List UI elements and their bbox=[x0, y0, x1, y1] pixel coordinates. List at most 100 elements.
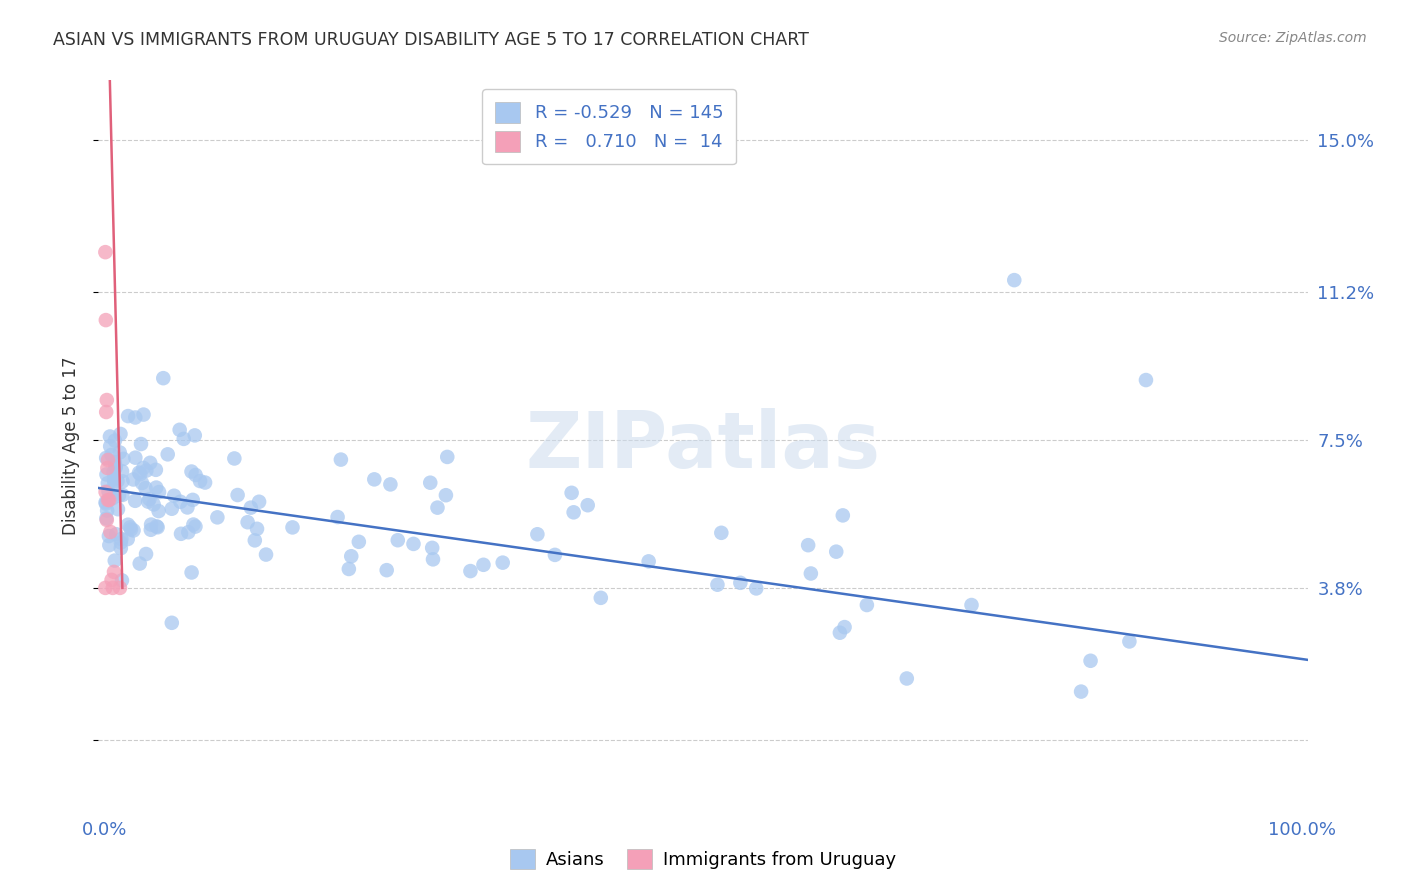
Point bbox=[98, 492, 121, 507]
Point bbox=[97, 492, 120, 507]
Legend: R = -0.529   N = 145, R =   0.710   N =  14: R = -0.529 N = 145, R = 0.710 N = 14 bbox=[482, 89, 735, 164]
Point bbox=[110, 426, 132, 441]
Point bbox=[730, 575, 752, 590]
Point bbox=[131, 475, 153, 490]
Text: ASIAN VS IMMIGRANTS FROM URUGUAY DISABILITY AGE 5 TO 17 CORRELATION CHART: ASIAN VS IMMIGRANTS FROM URUGUAY DISABIL… bbox=[53, 31, 810, 49]
Point bbox=[544, 548, 567, 562]
Point bbox=[1080, 654, 1102, 668]
Point bbox=[160, 501, 183, 516]
Point bbox=[139, 523, 162, 537]
Point bbox=[135, 464, 157, 478]
Point bbox=[103, 565, 125, 579]
Point bbox=[426, 500, 449, 515]
Point bbox=[107, 475, 129, 489]
Point bbox=[111, 574, 134, 588]
Point bbox=[337, 562, 360, 576]
Point bbox=[745, 582, 768, 596]
Point bbox=[128, 466, 150, 480]
Point bbox=[207, 510, 229, 524]
Point bbox=[94, 495, 117, 509]
Point bbox=[110, 541, 132, 556]
Point bbox=[120, 523, 142, 537]
Point bbox=[247, 495, 270, 509]
Point bbox=[1002, 273, 1025, 287]
Point bbox=[145, 519, 167, 533]
Point bbox=[117, 532, 139, 546]
Point bbox=[160, 615, 183, 630]
Point bbox=[117, 409, 139, 423]
Point bbox=[112, 451, 135, 466]
Point bbox=[347, 534, 370, 549]
Point bbox=[834, 620, 856, 634]
Point bbox=[142, 497, 165, 511]
Point bbox=[96, 392, 118, 407]
Point bbox=[103, 466, 125, 480]
Point bbox=[329, 452, 352, 467]
Point bbox=[135, 481, 157, 495]
Point bbox=[184, 467, 207, 482]
Point bbox=[100, 524, 122, 539]
Point bbox=[98, 439, 121, 453]
Point bbox=[460, 564, 482, 578]
Point bbox=[170, 526, 193, 541]
Point bbox=[132, 408, 155, 422]
Point bbox=[1135, 373, 1157, 387]
Point bbox=[589, 591, 612, 605]
Point bbox=[825, 544, 848, 558]
Point bbox=[173, 432, 195, 446]
Point bbox=[856, 598, 879, 612]
Point bbox=[129, 437, 152, 451]
Y-axis label: Disability Age 5 to 17: Disability Age 5 to 17 bbox=[62, 357, 80, 535]
Point bbox=[96, 513, 118, 527]
Point bbox=[101, 491, 124, 505]
Point bbox=[96, 461, 118, 475]
Point bbox=[100, 448, 122, 462]
Point bbox=[139, 517, 162, 532]
Point bbox=[420, 541, 443, 555]
Point bbox=[104, 459, 127, 474]
Point bbox=[94, 313, 117, 327]
Point bbox=[96, 405, 118, 419]
Point bbox=[896, 672, 918, 686]
Point bbox=[97, 453, 120, 467]
Point bbox=[104, 434, 127, 448]
Point bbox=[254, 548, 277, 562]
Point bbox=[120, 520, 142, 534]
Point bbox=[94, 485, 117, 500]
Point bbox=[98, 538, 121, 552]
Point bbox=[145, 481, 167, 495]
Point bbox=[111, 475, 134, 489]
Point bbox=[111, 464, 134, 478]
Point bbox=[103, 475, 125, 490]
Point bbox=[139, 456, 162, 470]
Point bbox=[97, 476, 120, 491]
Point bbox=[100, 573, 122, 587]
Point bbox=[562, 505, 585, 519]
Point bbox=[492, 556, 515, 570]
Point bbox=[828, 625, 851, 640]
Point bbox=[148, 504, 170, 518]
Point bbox=[188, 474, 211, 488]
Point bbox=[169, 495, 191, 509]
Point bbox=[108, 445, 131, 459]
Point bbox=[163, 489, 186, 503]
Point bbox=[111, 488, 134, 502]
Point bbox=[104, 461, 127, 475]
Point bbox=[156, 447, 179, 461]
Point bbox=[561, 486, 583, 500]
Point bbox=[184, 428, 207, 442]
Point bbox=[472, 558, 495, 572]
Point bbox=[181, 492, 204, 507]
Point bbox=[136, 494, 159, 508]
Point bbox=[797, 538, 820, 552]
Point bbox=[124, 410, 146, 425]
Point bbox=[124, 493, 146, 508]
Point bbox=[94, 497, 117, 511]
Point bbox=[246, 522, 269, 536]
Point bbox=[169, 423, 191, 437]
Point bbox=[138, 492, 160, 507]
Point bbox=[94, 245, 117, 260]
Point bbox=[831, 508, 853, 523]
Point bbox=[108, 581, 131, 595]
Point bbox=[402, 537, 425, 551]
